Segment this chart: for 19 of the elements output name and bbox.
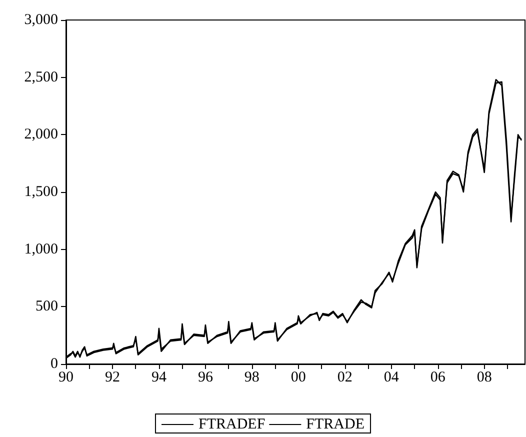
x-tick-label: 98: [244, 370, 260, 386]
legend-label: FTRADEF: [198, 416, 266, 432]
y-tick-label: 0: [50, 356, 58, 372]
x-tick-label: 94: [151, 370, 167, 386]
y-tick-label: 500: [36, 298, 58, 315]
x-tick-label: 04: [384, 370, 400, 386]
y-tick-label: 1,500: [24, 184, 58, 200]
y-tick-label: 3,000: [24, 12, 58, 28]
y-tick-label: 1,000: [24, 241, 58, 258]
x-tick-label: 92: [104, 370, 120, 386]
legend-label: FTRADE: [306, 416, 365, 432]
x-tick-label: 96: [198, 370, 214, 386]
y-tick-label: 2,500: [24, 69, 58, 86]
x-tick-label: 06: [430, 370, 446, 386]
y-tick-label: 2,000: [24, 126, 58, 143]
x-tick-label: 90: [58, 370, 74, 386]
x-tick-label: 02: [337, 370, 352, 386]
x-tick-label: 08: [476, 370, 492, 386]
x-tick-label: 00: [290, 370, 306, 386]
